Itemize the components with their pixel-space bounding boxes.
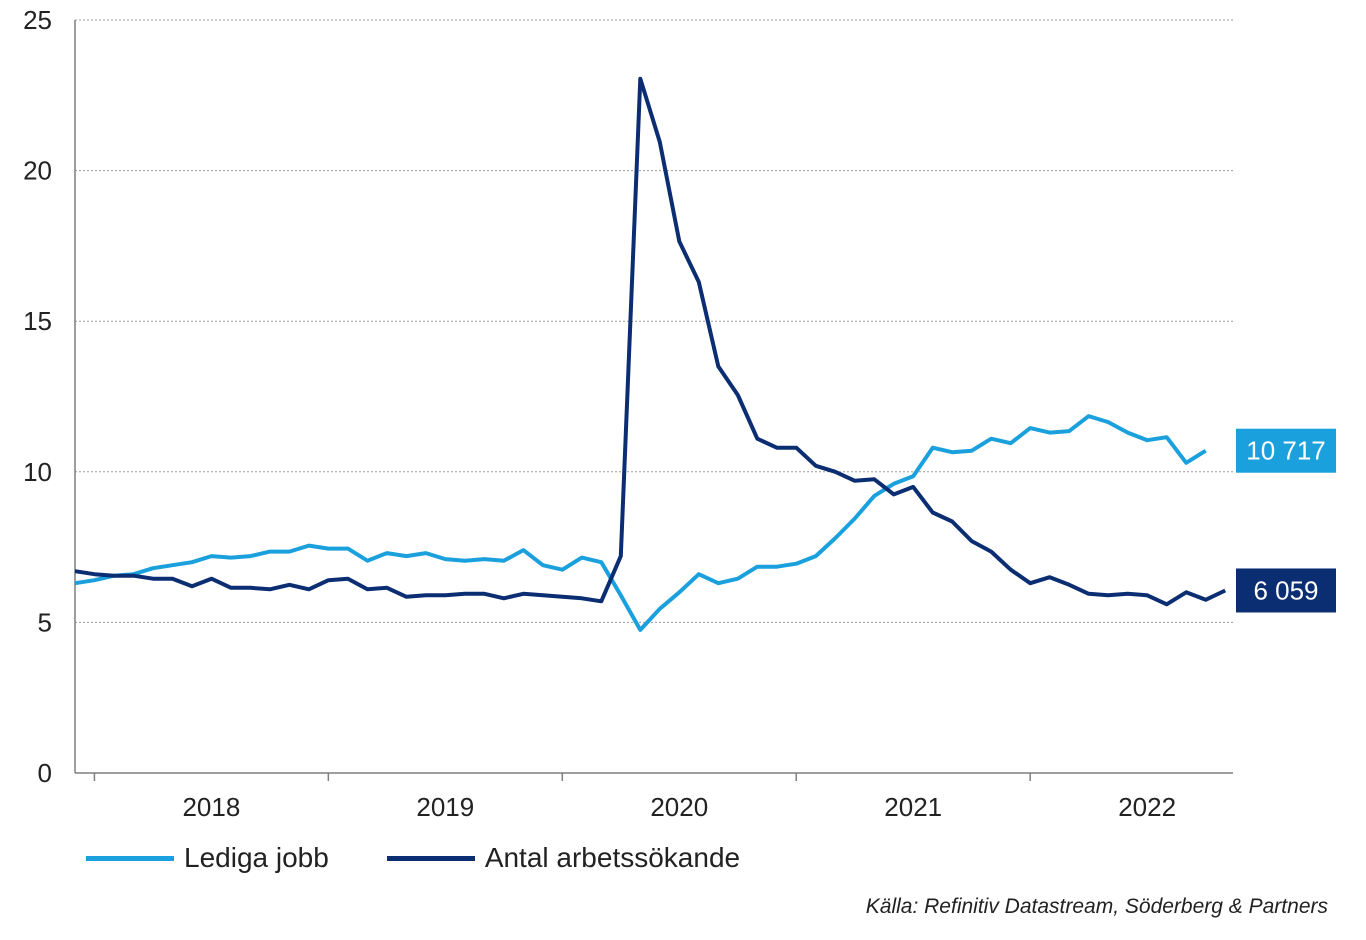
legend: Lediga jobb Antal arbetssökande	[86, 842, 798, 874]
y-tick-label: 15	[23, 306, 52, 336]
y-tick-label: 0	[38, 758, 52, 788]
x-tick-label: 2019	[416, 792, 474, 822]
x-tick-labels: 2018 2019 2020 2021 2022	[182, 792, 1176, 822]
line-chart: 0 5 10 15 20 25 2018 2019 2020 2021 2022 10 717 6 …	[23, 5, 1336, 822]
end-labels: 10 717 6 059	[1236, 428, 1336, 613]
end-label-0: 10 717	[1246, 436, 1326, 466]
x-tick-label: 2018	[182, 792, 240, 822]
legend-label-antal-arbetssokande: Antal arbetssökande	[484, 842, 741, 873]
x-tick-label: 2020	[650, 792, 708, 822]
source-note: Källa: Refinitiv Datastream, Söderberg &…	[865, 895, 1328, 918]
legend-swatch-antal-arbetssokande	[386, 855, 475, 861]
y-tick-label: 25	[23, 5, 52, 35]
end-label-box-1	[1236, 568, 1336, 613]
y-tick-labels: 0 5 10 15 20 25	[23, 5, 52, 788]
series-line-0	[74, 414, 1207, 632]
axes	[74, 20, 1233, 781]
end-label-box-0	[1236, 428, 1336, 473]
x-tick-label: 2022	[1118, 792, 1176, 822]
y-tick-label: 20	[23, 156, 52, 186]
legend-item-lediga-jobb: Lediga jobb	[86, 842, 329, 874]
series-line-1	[74, 76, 1227, 607]
x-tick-label: 2021	[884, 792, 942, 822]
series-lines	[74, 76, 1227, 632]
end-label-1: 6 059	[1253, 575, 1318, 605]
y-tick-label: 10	[23, 457, 52, 487]
y-tick-label: 5	[38, 607, 52, 637]
legend-swatch-lediga-jobb	[86, 855, 174, 861]
legend-label-lediga-jobb: Lediga jobb	[184, 842, 329, 873]
gridlines	[75, 19, 1233, 623]
legend-item-antal-arbetssokande: Antal arbetssökande	[386, 842, 741, 874]
